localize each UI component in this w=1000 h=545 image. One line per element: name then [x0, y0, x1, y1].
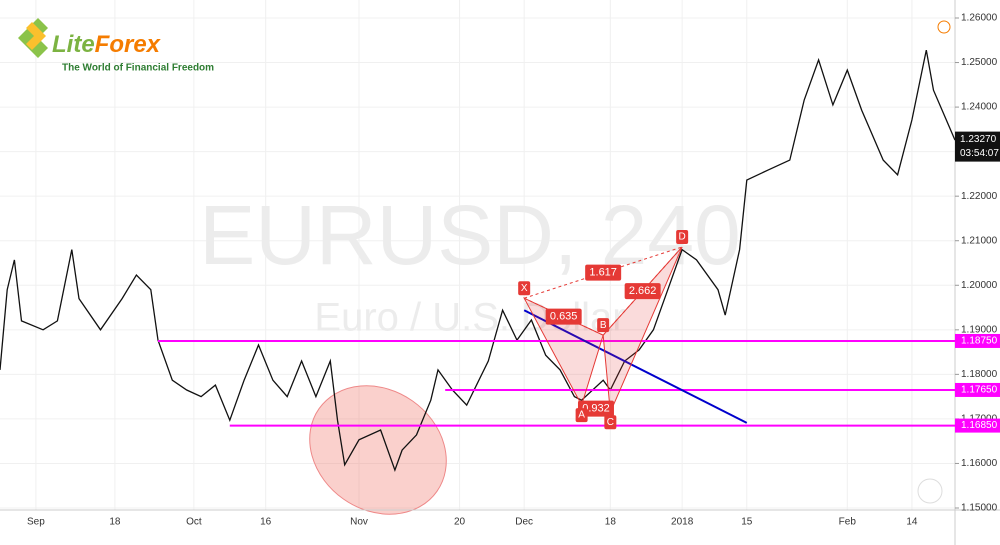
x-tick-label: Sep	[27, 517, 45, 528]
level-tag	[955, 382, 1000, 397]
x-tick-label: Feb	[839, 517, 857, 528]
logo-name: LiteForex	[52, 31, 162, 58]
point-label: D	[679, 232, 686, 243]
logo-part: Lite	[52, 31, 95, 58]
point-label: C	[607, 417, 614, 428]
logo-tagline: The World of Financial Freedom	[62, 63, 214, 74]
x-tick-label: 18	[109, 517, 121, 528]
y-tick-label: 1.18000	[961, 369, 998, 380]
point-tag	[518, 281, 531, 296]
x-tick-label: 15	[741, 517, 753, 528]
countdown-label: 03:54:07	[960, 148, 999, 159]
logo-part: Forex	[95, 31, 162, 58]
y-tick-label: 1.20000	[961, 280, 998, 291]
ratio-tag	[624, 283, 661, 300]
point-tag	[676, 229, 689, 244]
y-tick-label: 1.24000	[961, 102, 998, 113]
ratio-label: 0.635	[550, 311, 578, 323]
x-tick-label: 16	[260, 517, 272, 528]
trend-line	[523, 309, 748, 424]
point-label: A	[578, 410, 585, 421]
x-tick-label: 20	[454, 517, 466, 528]
pattern-ratio-leg	[524, 246, 683, 299]
x-tick-label: Dec	[515, 517, 533, 528]
logo-icon	[26, 22, 46, 50]
y-tick-label: 1.25000	[961, 57, 998, 68]
last-price-tag	[955, 131, 1000, 162]
level-tag	[955, 333, 1000, 348]
last-price-label: 1.23270	[960, 134, 997, 145]
point-label: B	[600, 320, 607, 331]
x-tick-label: Oct	[186, 517, 202, 528]
scroll-button[interactable]	[917, 478, 943, 504]
x-tick-label: 2018	[671, 517, 694, 528]
x-tick-label: Nov	[350, 517, 368, 528]
ratio-tag	[585, 264, 622, 281]
level-tag	[955, 418, 1000, 433]
ratio-tag	[545, 308, 582, 325]
ratio-label: 0.932	[582, 403, 610, 415]
highlight-ellipse	[309, 385, 447, 515]
ratio-label: 2.662	[629, 285, 657, 297]
ratio-label: 1.617	[589, 266, 617, 278]
watermark-title: EURUSD, 240	[199, 188, 741, 282]
y-tick-label: 1.16000	[961, 458, 998, 469]
x-tick-label: 14	[906, 517, 918, 528]
y-tick-label: 1.15000	[961, 503, 998, 514]
y-tick-label: 1.22000	[961, 191, 998, 202]
y-tick-label: 1.19000	[961, 324, 998, 335]
point-label: X	[521, 283, 528, 294]
level-label: 1.17650	[961, 385, 998, 396]
pattern-ratio-leg	[602, 246, 683, 336]
level-label: 1.18750	[961, 336, 998, 347]
y-tick-label: 1.21000	[961, 235, 998, 246]
point-tag	[604, 415, 617, 430]
point-tag	[597, 318, 610, 333]
point-tag	[575, 408, 588, 423]
alert-icon[interactable]	[937, 20, 951, 34]
x-tick-label: 18	[605, 517, 617, 528]
logo: LiteForex The World of Financial Freedom	[18, 18, 214, 74]
y-tick-label: 1.26000	[961, 13, 998, 24]
level-label: 1.16850	[961, 420, 998, 431]
